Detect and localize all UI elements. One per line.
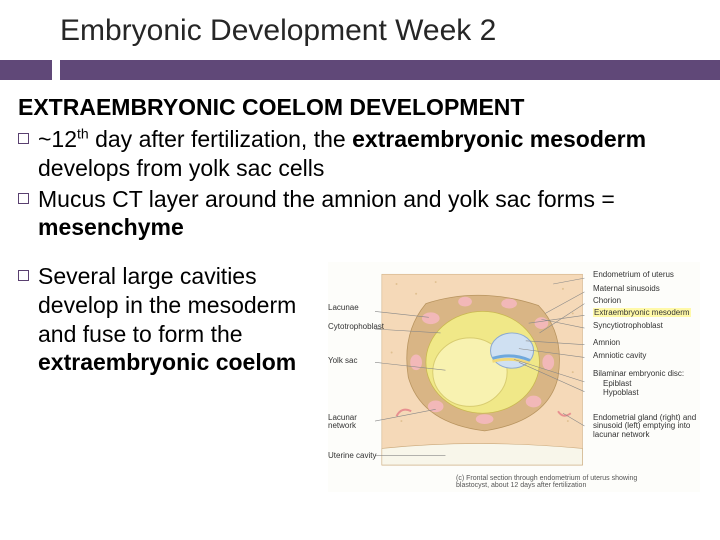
accent-right-block: [60, 60, 720, 80]
lower-row: Several large cavities develop in the me…: [0, 262, 720, 492]
label-yolk-sac: Yolk sac: [328, 357, 358, 365]
bullet-2-text: Mucus CT layer around the amnion and yol…: [38, 185, 700, 243]
label-maternal-sinusoids: Maternal sinusoids: [593, 285, 660, 293]
label-lacunar-network: Lacunar network: [328, 414, 372, 431]
lower-left-col: Several large cavities develop in the me…: [18, 262, 318, 492]
bullet-1-text: ~12th day after fertilization, the extra…: [38, 125, 700, 183]
diagram-col: Lacunae Cytotrophoblast Yolk sac Lacunar…: [328, 262, 700, 492]
label-syncytiotrophoblast: Syncytiotrophoblast: [593, 322, 663, 330]
label-endometrium: Endometrium of uterus: [593, 271, 674, 279]
content-area: EXTRAEMBRYONIC COELOM DEVELOPMENT ~12th …: [0, 80, 720, 242]
bullet-marker-icon: [18, 133, 29, 144]
label-lacunae: Lacunae: [328, 304, 359, 312]
label-amniotic-cavity: Amniotic cavity: [593, 352, 646, 360]
title-area: Embryonic Development Week 2: [0, 0, 720, 56]
bullet-3-text: Several large cavities develop in the me…: [38, 262, 318, 377]
label-bilaminar: Bilaminar embryonic disc:: [593, 370, 684, 378]
label-amnion: Amnion: [593, 339, 620, 347]
embryo-diagram: Lacunae Cytotrophoblast Yolk sac Lacunar…: [328, 262, 700, 492]
bullet-3: Several large cavities develop in the me…: [18, 262, 318, 377]
label-extraembryonic-mesoderm: Extraembryonic mesoderm: [593, 308, 691, 317]
accent-bar: [0, 60, 720, 80]
label-endometrial-gland: Endometrial gland (right) and sinusoid (…: [593, 414, 703, 439]
label-hypoblast: Hypoblast: [603, 389, 639, 397]
label-chorion: Chorion: [593, 297, 621, 305]
label-uterine-cavity: Uterine cavity: [328, 452, 376, 460]
accent-left-block: [0, 60, 52, 80]
bullet-marker-icon: [18, 270, 29, 281]
bullet-1: ~12th day after fertilization, the extra…: [18, 125, 700, 183]
label-cytotrophoblast: Cytotrophoblast: [328, 323, 384, 331]
section-heading: EXTRAEMBRYONIC COELOM DEVELOPMENT: [18, 94, 700, 121]
slide-title: Embryonic Development Week 2: [60, 14, 700, 48]
bullet-marker-icon: [18, 193, 29, 204]
bullet-2: Mucus CT layer around the amnion and yol…: [18, 185, 700, 243]
diagram-caption: (c) Frontal section through endometrium …: [456, 475, 656, 490]
